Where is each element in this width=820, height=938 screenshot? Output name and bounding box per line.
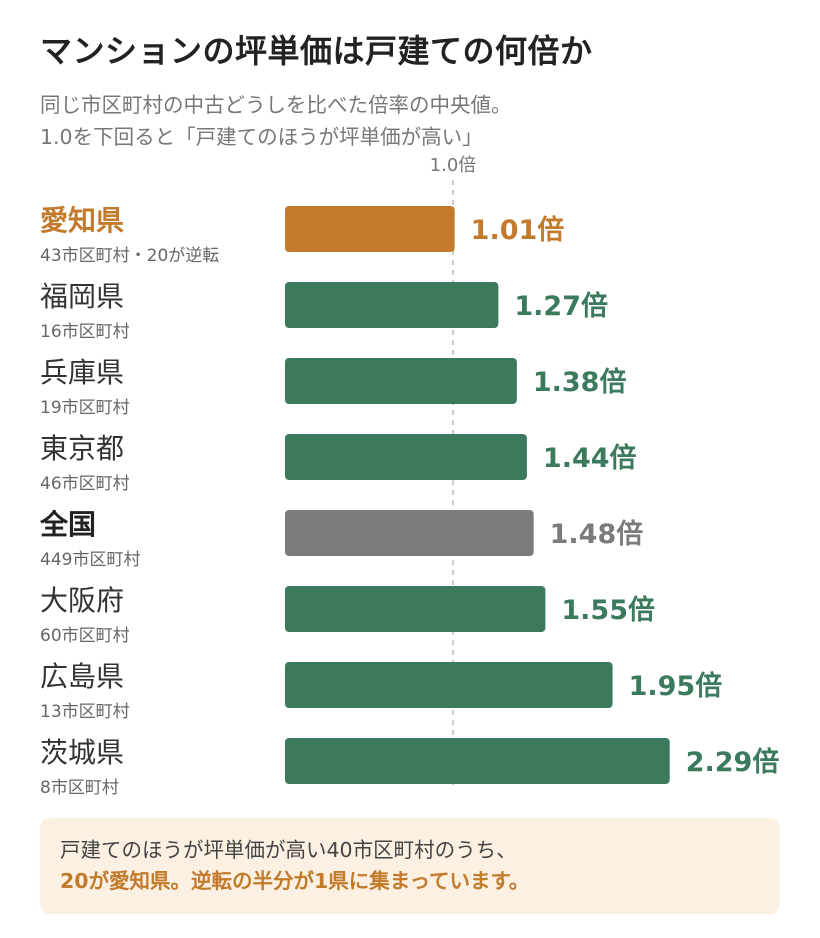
category-sublabel: 46市区町村 xyxy=(40,474,130,494)
value-label: 1.44倍 xyxy=(543,442,637,474)
category-sublabel: 60市区町村 xyxy=(40,626,130,646)
note-text: 戸建てのほうが坪単価が高い40市区町村のうち、 xyxy=(60,838,517,862)
category-label: 愛知県 xyxy=(40,204,124,237)
value-label: 2.29倍 xyxy=(686,746,780,778)
bar xyxy=(285,510,534,556)
category-label: 全国 xyxy=(39,508,96,541)
category-label: 福岡県 xyxy=(40,280,124,313)
reference-line-label: 1.0倍 xyxy=(430,155,477,176)
category-sublabel: 449市区町村 xyxy=(40,550,140,570)
bar xyxy=(285,282,499,328)
value-label: 1.48倍 xyxy=(550,518,644,550)
category-sublabel: 16市区町村 xyxy=(40,322,130,342)
category-label: 兵庫県 xyxy=(40,356,124,389)
value-label: 1.55倍 xyxy=(561,594,655,626)
value-label: 1.01倍 xyxy=(471,214,565,246)
bar xyxy=(285,586,546,632)
category-label: 広島県 xyxy=(40,660,124,693)
category-label: 大阪府 xyxy=(40,584,124,617)
bar xyxy=(285,434,527,480)
value-label: 1.95倍 xyxy=(629,670,723,702)
category-sublabel: 19市区町村 xyxy=(40,398,130,418)
bar xyxy=(285,206,455,252)
value-label: 1.27倍 xyxy=(514,290,608,322)
category-label: 東京都 xyxy=(40,432,124,465)
category-label: 茨城県 xyxy=(40,736,124,769)
category-sublabel: 8市区町村 xyxy=(40,778,119,798)
bar xyxy=(285,358,517,404)
note-box: 戸建てのほうが坪単価が高い40市区町村のうち、 20が愛知県。逆転の半分が1県に… xyxy=(40,818,780,914)
value-label: 1.38倍 xyxy=(533,366,627,398)
chart-title: マンションの坪単価は戸建ての何倍か xyxy=(40,32,593,70)
category-sublabel: 13市区町村 xyxy=(40,702,130,722)
note-highlight-text: 20が愛知県。逆転の半分が1県に集まっています。 xyxy=(60,869,530,893)
bar xyxy=(285,738,670,784)
bar xyxy=(285,662,613,708)
category-sublabel: 43市区町村・20が逆転 xyxy=(40,246,219,266)
subtitle-line-2: 1.0を下回ると「戸建てのほうが坪単価が高い」 xyxy=(40,125,483,149)
subtitle-line-1: 同じ市区町村の中古どうしを比べた倍率の中央値。 xyxy=(40,93,512,117)
